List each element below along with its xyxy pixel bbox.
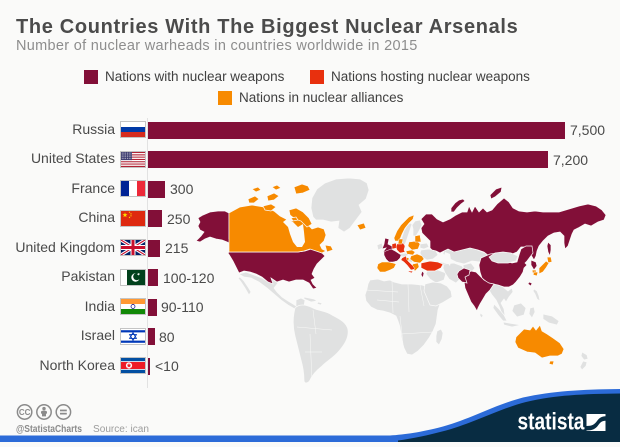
svg-text:Source: ican: Source: ican [93,424,149,435]
svg-text:@StatistaCharts: @StatistaCharts [16,424,82,435]
svg-text:statista: statista [518,407,586,435]
svg-text:CC: CC [19,408,31,417]
